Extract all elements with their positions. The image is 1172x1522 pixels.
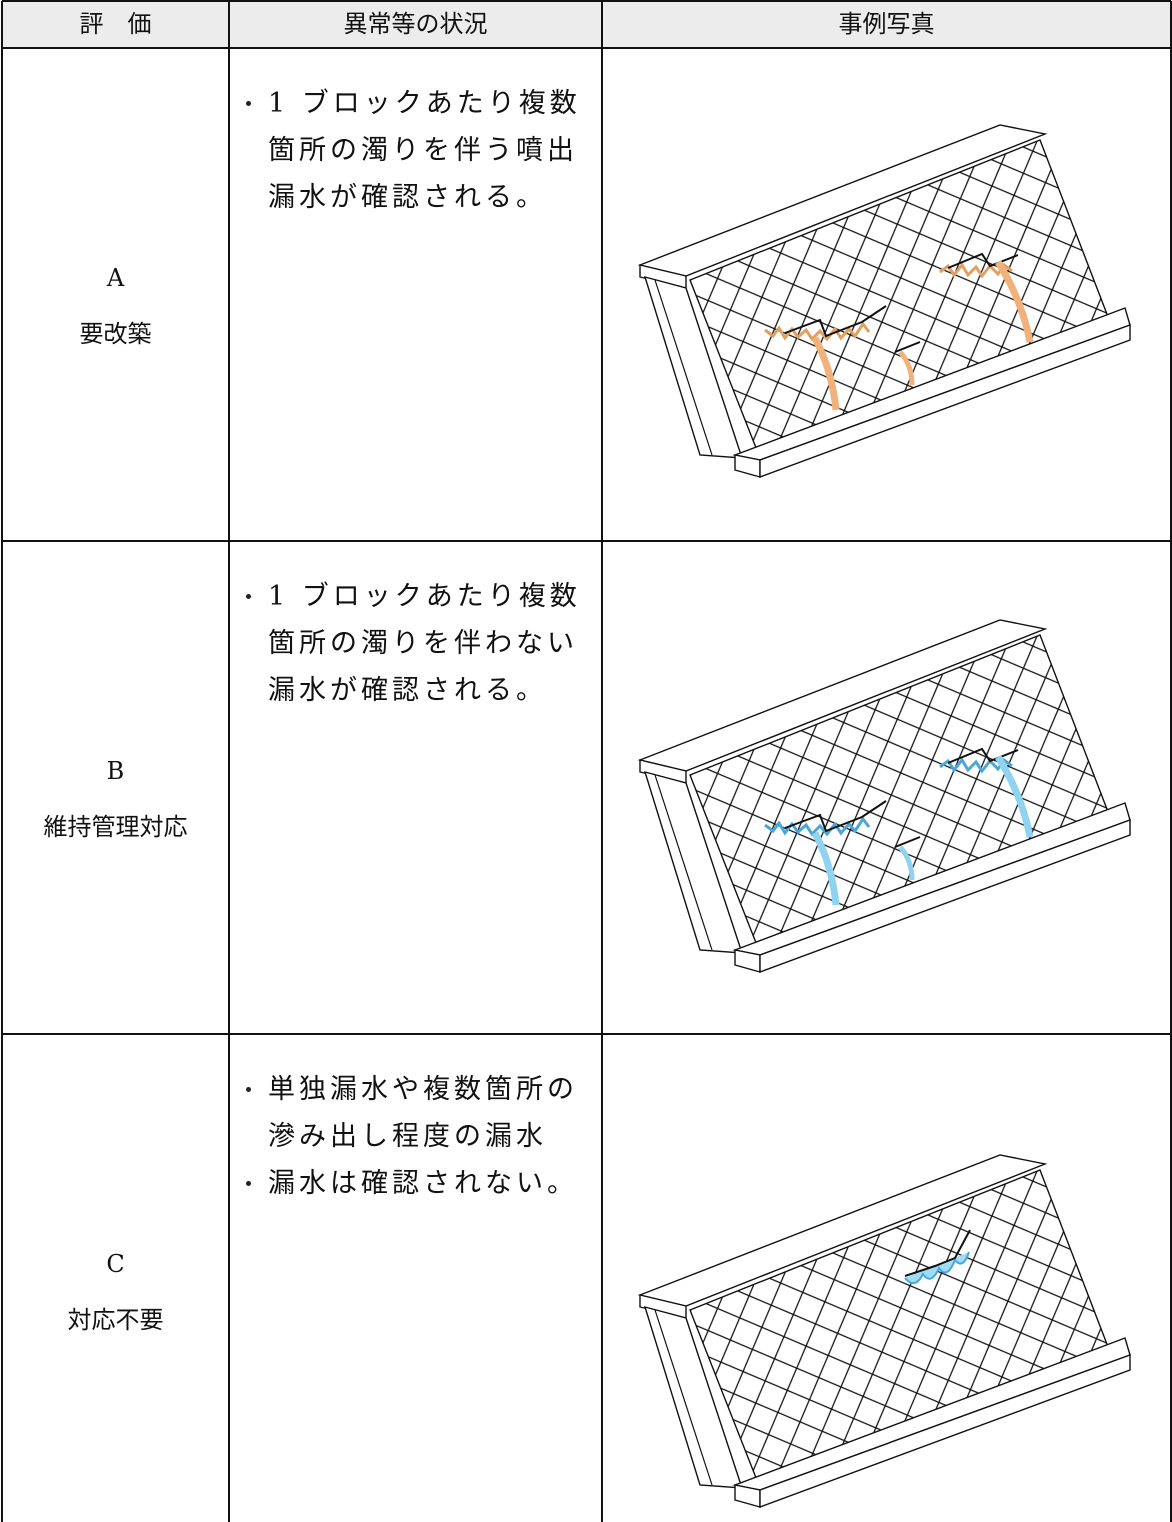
- condition-list: 1 ブロックあたり複数箇所の濁りを伴わない漏水が確認される。: [238, 573, 598, 714]
- illustration-a: [639, 124, 1131, 478]
- condition-item: 漏水は確認されない。: [238, 1160, 598, 1207]
- illustration-b: [639, 619, 1131, 973]
- condition-list: 1 ブロックあたり複数箇所の濁りを伴う噴出漏水が確認される。: [238, 80, 598, 221]
- header-bg: [2, 1, 1172, 48]
- condition-text: 1 ブロックあたり複数箇所の濁りを伴わない漏水が確認される。: [268, 581, 581, 706]
- condition-list: 単独漏水や複数箇所の滲み出し程度の漏水漏水は確認されない。: [238, 1066, 598, 1207]
- condition-text: 1 ブロックあたり複数箇所の濁りを伴う噴出漏水が確認される。: [268, 88, 581, 213]
- grade-letter: A: [106, 264, 125, 292]
- grade-letter: C: [106, 1250, 125, 1278]
- header-cell: 評 価: [79, 10, 152, 38]
- condition-item: 単独漏水や複数箇所の滲み出し程度の漏水: [238, 1066, 598, 1160]
- grade-label: 維持管理対応: [43, 813, 188, 841]
- illustration-c: [639, 1154, 1131, 1508]
- grade-label: 対応不要: [67, 1306, 164, 1334]
- grade-label: 要改築: [79, 320, 152, 348]
- condition-text: 漏水は確認されない。: [268, 1168, 578, 1199]
- condition-item: 1 ブロックあたり複数箇所の濁りを伴う噴出漏水が確認される。: [238, 80, 598, 221]
- header-cell: 事例写真: [838, 10, 935, 38]
- grade-letter: B: [106, 757, 125, 785]
- condition-text: 単独漏水や複数箇所の滲み出し程度の漏水: [268, 1074, 578, 1152]
- header-cell: 異常等の状況: [343, 10, 488, 38]
- condition-item: 1 ブロックあたり複数箇所の濁りを伴わない漏水が確認される。: [238, 573, 598, 714]
